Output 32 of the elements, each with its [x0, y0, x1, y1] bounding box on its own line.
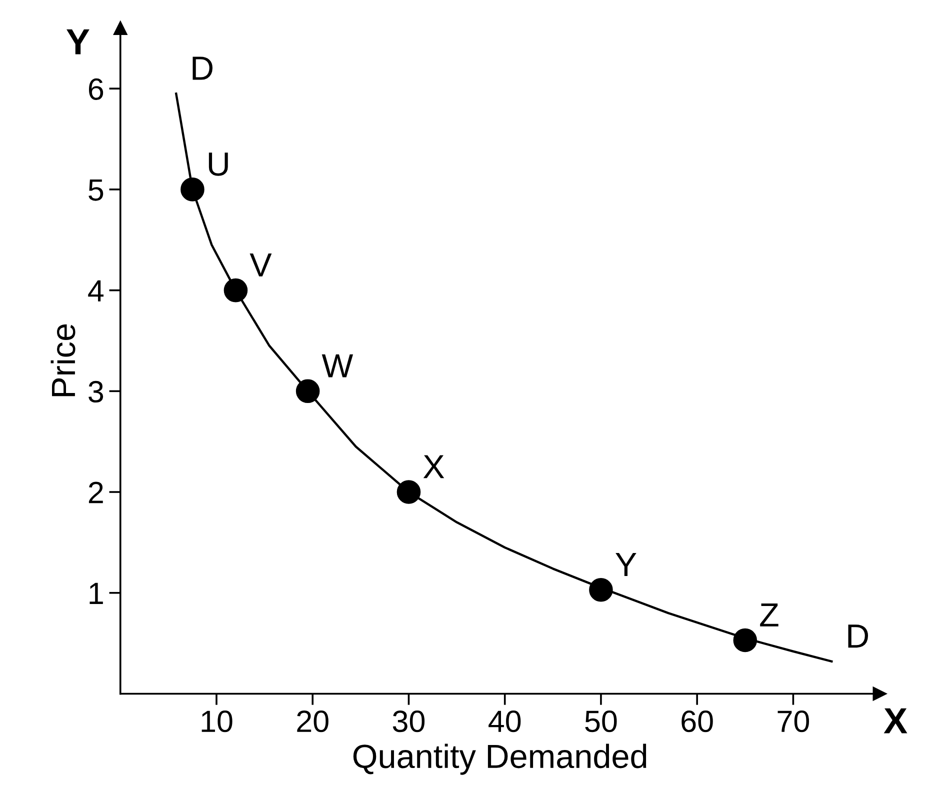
annotation: D	[192, 56, 212, 80]
annotation: Z	[760, 603, 778, 626]
x-tick-label: 60	[682, 710, 713, 732]
x-axis-title: Quantity Demanded	[353, 744, 646, 775]
point	[296, 379, 320, 404]
line-series	[175, 92, 833, 663]
x-tick-label: 10	[202, 710, 232, 732]
annotation: X	[423, 455, 444, 478]
text: Y	[66, 29, 90, 54]
y-tick-label: 1	[90, 582, 103, 604]
y-axis-title: Price	[50, 324, 76, 396]
x-tick-label: 70	[778, 710, 809, 732]
annotation: D	[848, 624, 868, 648]
y-tick-label: 3	[88, 380, 104, 403]
y-tick-label: 4	[88, 280, 104, 302]
y-tick-label: 5	[88, 179, 104, 201]
point	[224, 278, 248, 302]
x-tick-label: 30	[392, 710, 425, 732]
annotation: Y	[616, 553, 636, 576]
x-tick-label: 20	[297, 710, 328, 732]
x-tick-label: 50	[585, 710, 617, 732]
point	[733, 628, 758, 652]
annotation: V	[250, 253, 272, 276]
x-tick-label: 40	[488, 710, 521, 732]
y-tick-label: 2	[88, 482, 103, 504]
point	[589, 578, 613, 602]
annotation: W	[322, 354, 354, 378]
point	[396, 480, 421, 504]
annotation: U	[208, 152, 228, 176]
point	[180, 178, 204, 202]
text: X	[884, 708, 908, 734]
y-tick-label: 6	[88, 78, 104, 100]
